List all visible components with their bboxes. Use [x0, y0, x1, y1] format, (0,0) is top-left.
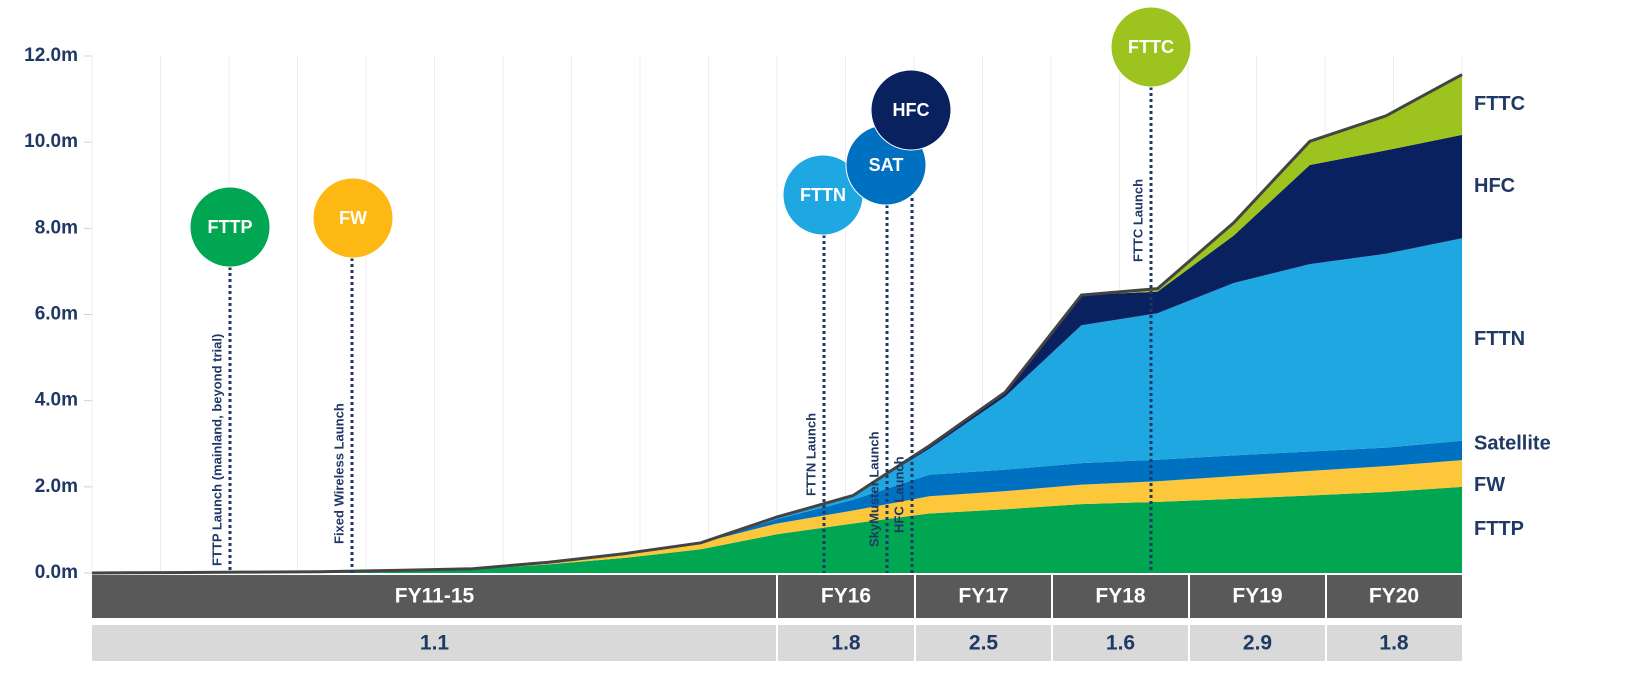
bubble-label: FTTC: [1128, 37, 1174, 57]
launch-text: HFC Launch: [891, 456, 906, 533]
y-tick-label: 8.0m: [35, 217, 78, 238]
total-outline: [91, 73, 1463, 575]
area: [92, 440, 1462, 573]
area: [92, 460, 1462, 573]
period-value: 2.5: [969, 632, 999, 655]
bubble-label: HFC: [893, 100, 930, 120]
period-value: 2.9: [1243, 632, 1272, 655]
launch-bubble: [870, 69, 952, 151]
legend-label: HFC: [1474, 175, 1515, 197]
y-tick-label: 12.0m: [24, 45, 78, 66]
launch-bubble: [1110, 6, 1192, 88]
area: [92, 238, 1462, 573]
y-tick-label: 4.0m: [35, 390, 78, 411]
bubble-label: SAT: [869, 155, 904, 175]
period-value: 1.1: [420, 632, 450, 655]
bubble-label: FW: [339, 208, 367, 228]
y-tick-label: 0.0m: [35, 562, 78, 583]
launch-text: Fixed Wireless Launch: [331, 403, 346, 544]
legend-label: FTTN: [1474, 328, 1525, 350]
y-tick-label: 2.0m: [35, 476, 78, 497]
legend-label: FTTC: [1474, 93, 1525, 115]
period-value: 1.6: [1106, 632, 1135, 655]
period-value: 1.8: [1379, 632, 1409, 655]
launch-bubble: [189, 186, 271, 268]
legend-label: FW: [1474, 474, 1505, 496]
period-label: FY19: [1232, 585, 1282, 608]
y-tick-label: 10.0m: [24, 131, 78, 152]
area: [92, 134, 1462, 573]
bubble-label: FTTN: [800, 185, 846, 205]
launch-bubble: [312, 177, 394, 259]
period-label: FY16: [821, 585, 871, 608]
period-label: FY18: [1095, 585, 1146, 608]
launch-text: FTTN Launch: [803, 413, 818, 496]
y-tick-label: 6.0m: [35, 304, 78, 325]
launch-text: FTTC Launch: [1130, 179, 1145, 262]
period-label: FY20: [1369, 585, 1419, 608]
launch-text: FTTP Launch (mainland, beyond trial): [209, 334, 224, 566]
legend-label: FTTP: [1474, 518, 1524, 540]
bubble-label: FTTP: [208, 217, 253, 237]
period-value: 1.8: [831, 632, 861, 655]
period-label: FY11-15: [395, 585, 475, 608]
launch-text: SkyMuster Launch: [866, 431, 881, 547]
legend-label: Satellite: [1474, 433, 1551, 455]
area: [92, 486, 1462, 573]
period-label: FY17: [958, 585, 1008, 608]
